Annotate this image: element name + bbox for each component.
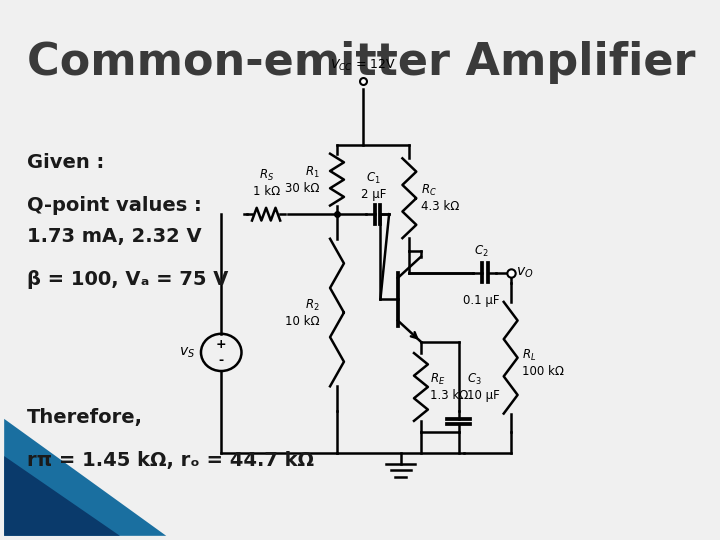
Text: $C_3$
10 μF: $C_3$ 10 μF [467,372,500,402]
Text: Given :: Given : [27,153,104,172]
Text: 0.1 μF: 0.1 μF [464,294,500,307]
Text: $v_O$: $v_O$ [516,266,534,280]
Text: $V_{CC}$ = 12V: $V_{CC}$ = 12V [330,58,396,73]
Text: +: + [216,338,227,350]
Text: Common-emitter Amplifier: Common-emitter Amplifier [27,42,696,84]
Text: $R_L$
100 kΩ: $R_L$ 100 kΩ [522,348,564,378]
Text: $R_2$
10 kΩ: $R_2$ 10 kΩ [285,298,320,328]
Text: $C_2$: $C_2$ [474,244,489,259]
Text: -: - [219,354,224,367]
Text: $R_E$
1.3 kΩ: $R_E$ 1.3 kΩ [430,372,468,402]
Polygon shape [4,419,166,536]
Polygon shape [4,456,120,536]
Text: Q-point values :: Q-point values : [27,195,202,214]
Text: $R_C$
4.3 kΩ: $R_C$ 4.3 kΩ [421,183,459,213]
Text: $C_1$
2 μF: $C_1$ 2 μF [361,171,386,201]
Text: rπ = 1.45 kΩ, rₒ = 44.7 kΩ: rπ = 1.45 kΩ, rₒ = 44.7 kΩ [27,451,315,470]
Text: Therefore,: Therefore, [27,408,143,427]
Text: $R_1$
30 kΩ: $R_1$ 30 kΩ [285,165,320,194]
Text: $v_S$: $v_S$ [179,345,195,360]
Text: $R_S$
1 kΩ: $R_S$ 1 kΩ [253,168,280,198]
Text: 1.73 mA, 2.32 V: 1.73 mA, 2.32 V [27,227,202,246]
Text: β = 100, Vₐ = 75 V: β = 100, Vₐ = 75 V [27,270,229,289]
